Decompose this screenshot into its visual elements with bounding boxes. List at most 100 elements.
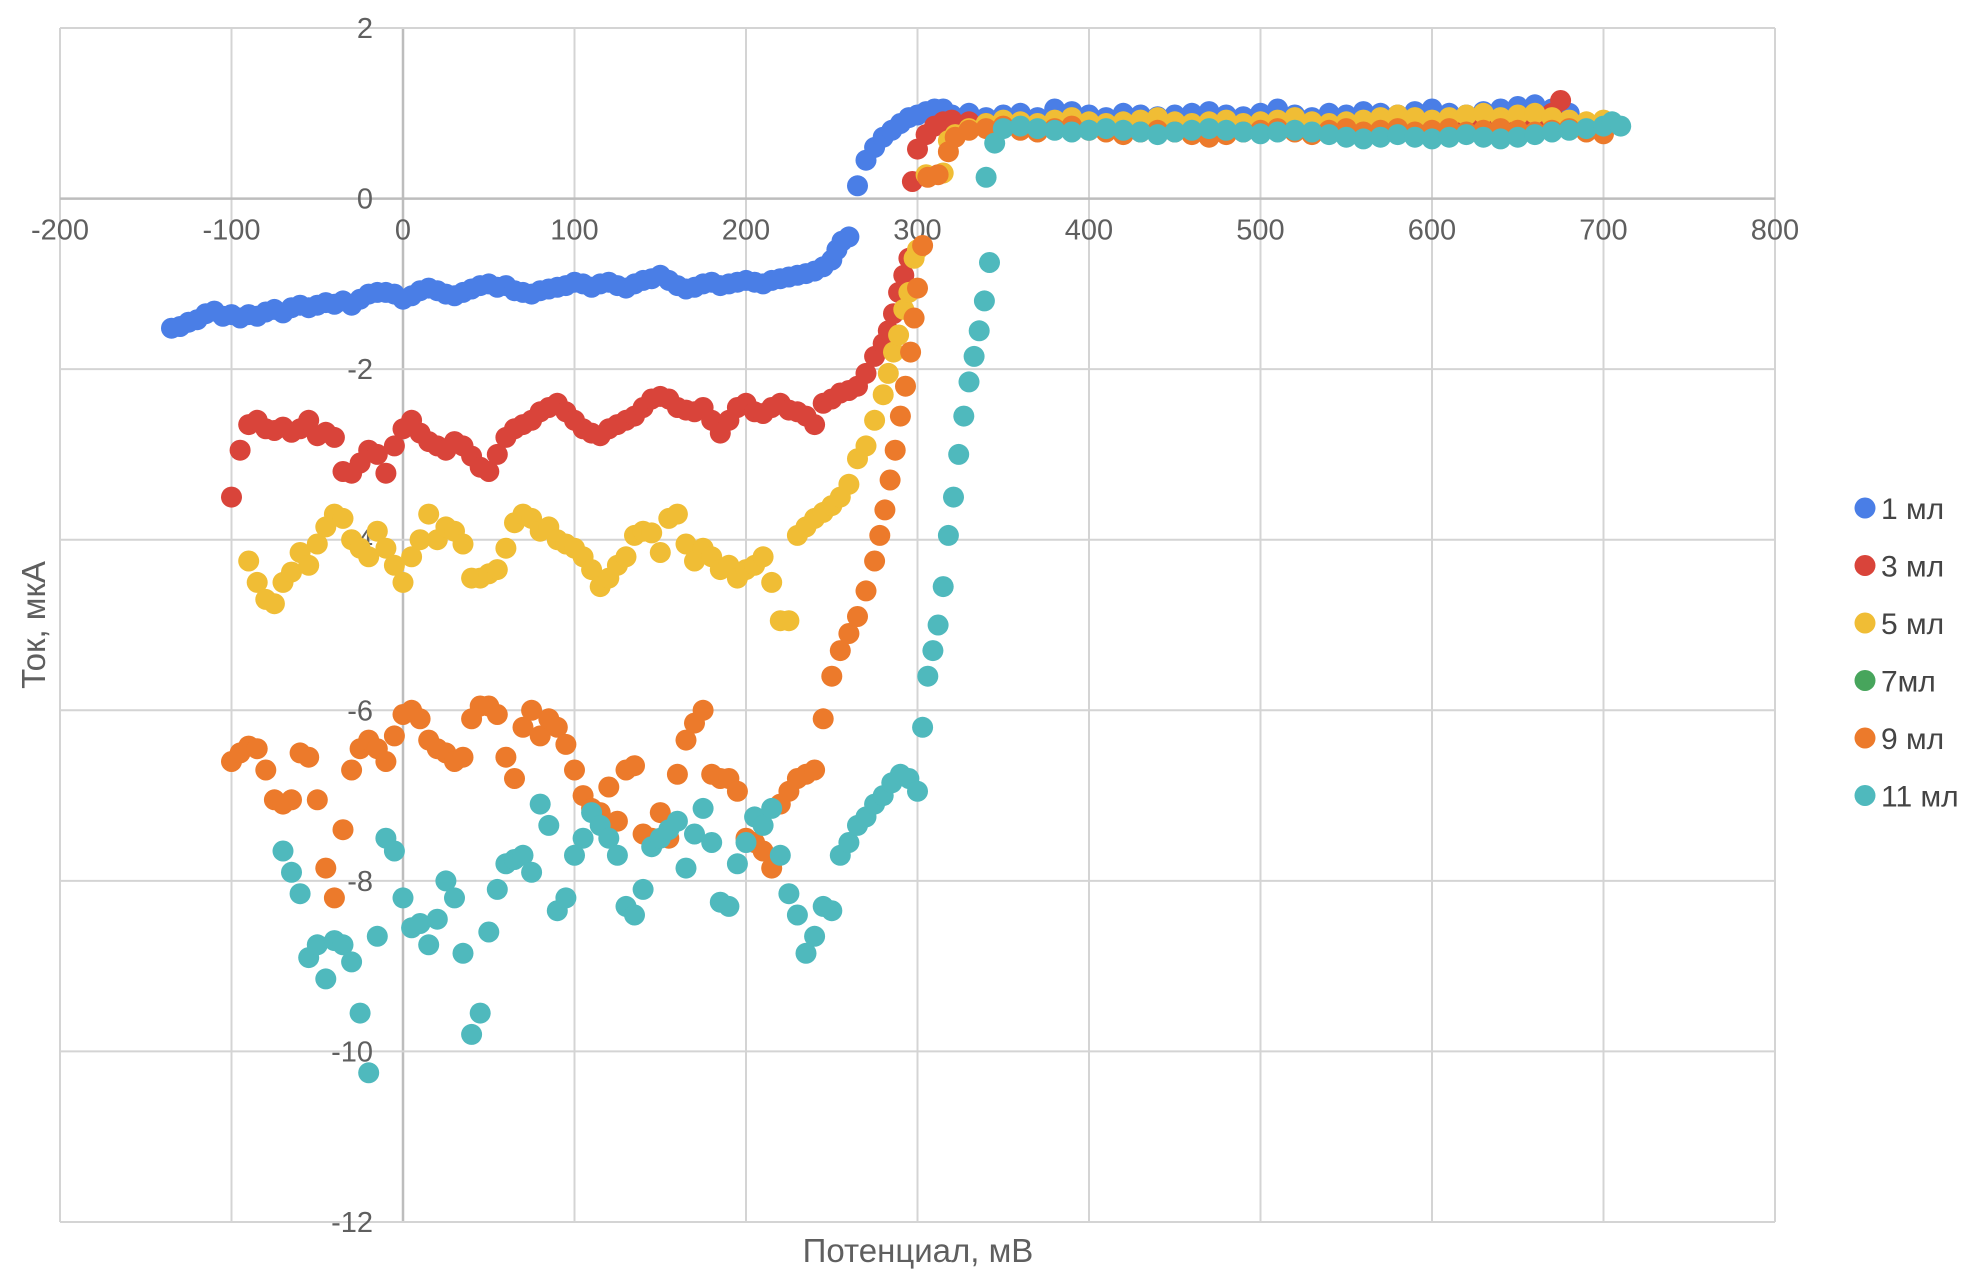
data-point — [975, 166, 997, 188]
data-point — [1575, 118, 1597, 140]
data-point — [1387, 124, 1409, 146]
data-point — [641, 522, 663, 544]
data-point — [1550, 90, 1572, 111]
x-tick-label: -100 — [202, 215, 260, 247]
data-point — [1507, 126, 1529, 148]
x-tick-label: 400 — [1065, 215, 1113, 247]
data-point — [375, 537, 397, 559]
data-point — [606, 844, 628, 866]
data-point — [298, 409, 320, 431]
data-point — [624, 755, 645, 777]
data-point — [521, 861, 543, 883]
data-point — [1541, 121, 1563, 143]
legend-item[interactable]: 5 мл — [1854, 608, 1945, 641]
data-point — [409, 913, 431, 934]
y-tick-label: -12 — [331, 1207, 373, 1239]
data-point — [1164, 121, 1186, 143]
legend-marker — [1854, 497, 1876, 519]
data-point — [444, 887, 465, 909]
y-tick-labels: 20-2-4-6-8-10-12 — [331, 13, 373, 1239]
data-point — [948, 443, 970, 465]
data-point — [452, 942, 474, 964]
y-tick-label: -6 — [347, 695, 373, 727]
legend-item[interactable]: 1 мл — [1854, 493, 1945, 526]
data-point — [649, 802, 671, 824]
data-point — [306, 934, 328, 956]
data-point — [1507, 104, 1529, 126]
data-point — [1610, 115, 1632, 137]
data-point — [341, 759, 363, 781]
data-point — [1078, 119, 1100, 141]
y-tick-label: -8 — [347, 866, 373, 898]
data-point — [932, 576, 954, 598]
data-point — [366, 443, 388, 465]
data-point — [581, 559, 603, 581]
data-point — [495, 537, 517, 559]
data-point — [877, 362, 899, 384]
legend-item[interactable]: 11 мл — [1854, 781, 1959, 814]
legend[interactable]: 1 мл 3 мл 5 мл 7мл 9 мл 11 мл — [1854, 493, 1959, 814]
x-axis-title: Потенциал, мВ — [803, 1232, 1034, 1269]
data-point — [401, 546, 423, 568]
data-point — [1250, 123, 1271, 145]
data-point — [461, 1023, 483, 1045]
data-point — [341, 951, 363, 973]
data-point — [1404, 107, 1426, 129]
data-point — [1490, 128, 1512, 150]
data-point — [1438, 126, 1460, 148]
data-point — [478, 921, 500, 943]
data-point — [512, 716, 534, 738]
data-point — [786, 904, 808, 926]
data-point — [821, 900, 843, 922]
data-point — [917, 665, 939, 687]
data-point — [383, 554, 405, 576]
data-point — [1404, 126, 1426, 148]
data-point — [752, 840, 774, 862]
data-point — [469, 1002, 491, 1024]
data-point — [958, 119, 980, 141]
legend-item[interactable]: 9 мл — [1854, 723, 1945, 756]
data-point — [701, 832, 723, 853]
data-point — [675, 729, 697, 751]
data-point — [879, 469, 901, 491]
data-point — [538, 814, 560, 836]
data-point — [1198, 118, 1220, 140]
data-point — [229, 439, 251, 461]
data-point — [903, 307, 925, 329]
data-point — [366, 925, 388, 947]
data-point — [1558, 119, 1580, 141]
data-point — [529, 725, 551, 747]
data-point — [838, 226, 860, 248]
data-point — [1267, 121, 1289, 143]
data-point — [684, 823, 705, 845]
data-point — [752, 814, 774, 836]
data-point — [855, 362, 877, 384]
legend-marker — [1854, 555, 1876, 576]
data-point — [1095, 118, 1117, 140]
data-point — [1009, 115, 1031, 137]
data-point — [555, 887, 577, 909]
data-point — [761, 571, 783, 593]
legend-label: 5 мл — [1881, 608, 1944, 641]
data-point — [221, 486, 242, 508]
y-tick-label: 0 — [357, 184, 373, 216]
data-point — [958, 371, 980, 393]
x-tick-label: 700 — [1579, 215, 1627, 247]
data-point — [298, 746, 320, 768]
data-point — [546, 716, 568, 738]
data-point — [615, 546, 637, 568]
legend-item[interactable]: 3 мл — [1854, 551, 1945, 584]
data-point — [564, 759, 585, 781]
x-tick-label: 800 — [1751, 215, 1799, 247]
legend-label: 9 мл — [1881, 723, 1944, 756]
data-point — [486, 443, 508, 465]
data-point — [778, 883, 800, 905]
data-point — [795, 942, 817, 964]
data-point — [426, 908, 448, 930]
legend-item[interactable]: 7мл — [1854, 666, 1936, 699]
data-point — [238, 550, 260, 572]
data-point — [864, 550, 886, 572]
data-point — [392, 571, 414, 593]
data-point — [1335, 126, 1357, 148]
